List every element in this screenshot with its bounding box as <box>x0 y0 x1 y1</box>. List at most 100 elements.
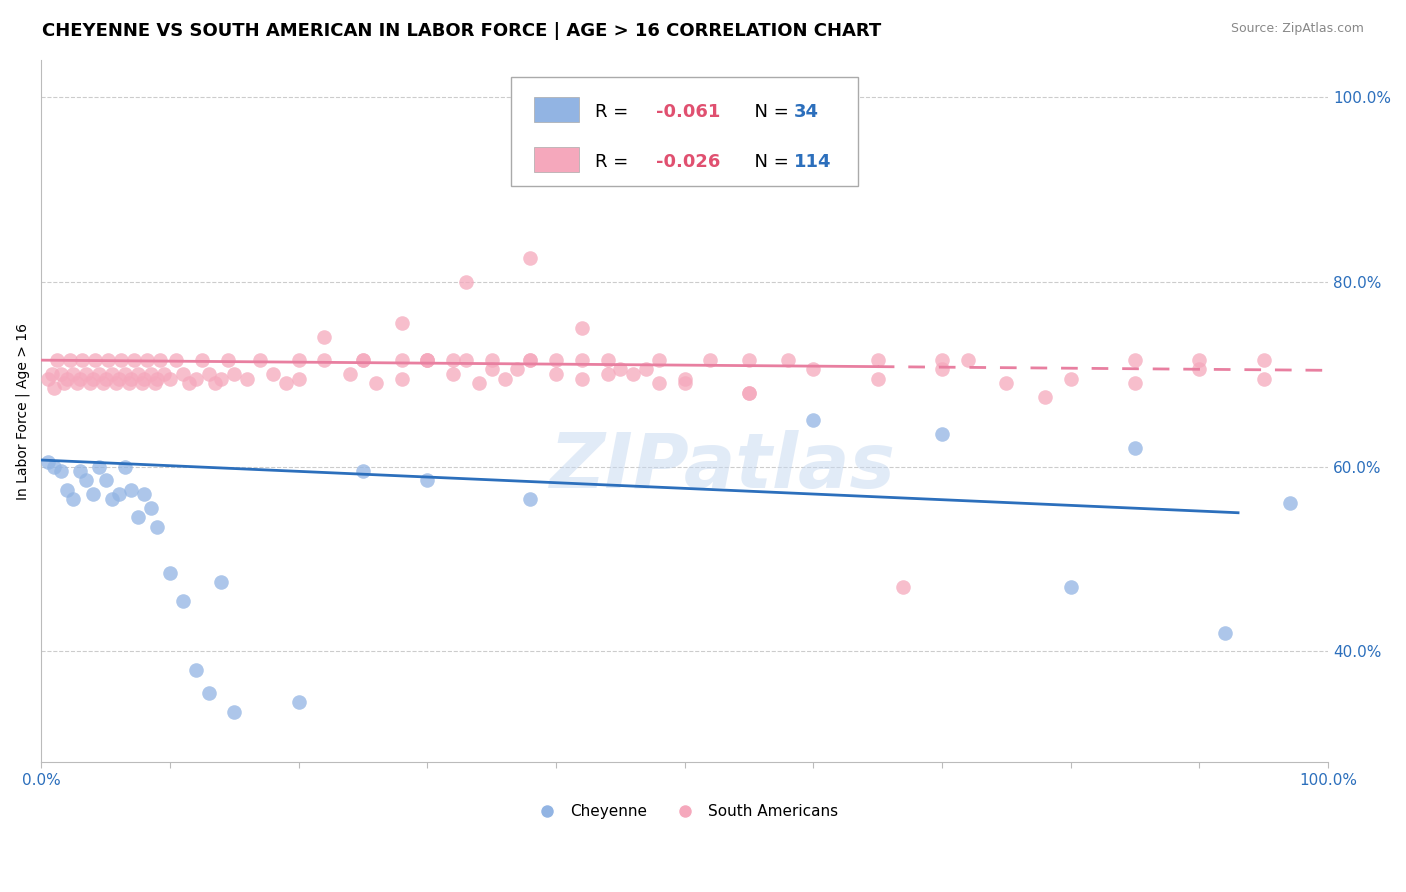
Text: 114: 114 <box>794 153 831 171</box>
Point <box>134 487 156 501</box>
Point <box>441 353 464 368</box>
Point <box>519 252 541 266</box>
FancyBboxPatch shape <box>510 78 859 186</box>
Point <box>738 353 761 368</box>
Point <box>468 376 491 391</box>
Point <box>179 376 201 391</box>
Point <box>287 353 309 368</box>
Point <box>69 464 91 478</box>
Point <box>139 501 162 516</box>
Point <box>82 487 104 501</box>
Point <box>197 686 219 700</box>
Point <box>139 367 162 381</box>
Point <box>274 376 297 391</box>
Point <box>149 353 172 368</box>
Point <box>72 353 94 368</box>
Point <box>481 353 503 368</box>
Point <box>159 566 181 580</box>
Point <box>262 367 284 381</box>
Point <box>454 353 477 368</box>
Point <box>236 371 259 385</box>
Point <box>1253 371 1275 385</box>
Text: R =: R = <box>595 103 634 121</box>
Point <box>211 371 233 385</box>
Point <box>127 367 149 381</box>
Text: N =: N = <box>742 153 794 171</box>
Point <box>1123 441 1146 455</box>
Point <box>184 371 207 385</box>
Point <box>146 371 169 385</box>
Point <box>1123 376 1146 391</box>
Point <box>66 376 89 391</box>
Point <box>1033 390 1056 404</box>
Point <box>416 353 439 368</box>
Point <box>59 353 82 368</box>
Point <box>120 371 142 385</box>
Point <box>118 376 141 391</box>
Point <box>104 376 127 391</box>
Text: N =: N = <box>742 103 794 121</box>
Point <box>249 353 271 368</box>
Point <box>519 353 541 368</box>
Text: Source: ZipAtlas.com: Source: ZipAtlas.com <box>1230 22 1364 36</box>
Point <box>120 483 142 497</box>
Text: CHEYENNE VS SOUTH AMERICAN IN LABOR FORCE | AGE > 16 CORRELATION CHART: CHEYENNE VS SOUTH AMERICAN IN LABOR FORC… <box>42 22 882 40</box>
Point <box>364 376 387 391</box>
Point <box>89 367 111 381</box>
Point <box>803 362 825 376</box>
Point <box>45 353 67 368</box>
Point <box>91 376 114 391</box>
Point <box>776 353 799 368</box>
Point <box>636 362 658 376</box>
Text: 34: 34 <box>794 103 820 121</box>
Point <box>699 353 721 368</box>
Point <box>621 367 644 381</box>
Point <box>931 362 953 376</box>
Point <box>738 385 761 400</box>
Point <box>494 371 516 385</box>
Point <box>204 376 226 391</box>
Point <box>596 367 619 381</box>
Point <box>544 353 567 368</box>
Point <box>416 353 439 368</box>
Point <box>89 459 111 474</box>
Text: -0.061: -0.061 <box>657 103 721 121</box>
Point <box>1213 626 1236 640</box>
Point <box>41 367 63 381</box>
Point <box>416 474 439 488</box>
Point <box>803 413 825 427</box>
FancyBboxPatch shape <box>534 97 579 122</box>
Point <box>1188 353 1211 368</box>
Point <box>159 371 181 385</box>
Point <box>519 491 541 506</box>
Point <box>738 385 761 400</box>
Point <box>995 376 1018 391</box>
Point <box>866 371 889 385</box>
Point <box>75 474 97 488</box>
Point <box>391 353 413 368</box>
Point <box>197 367 219 381</box>
Point <box>94 371 117 385</box>
Point <box>956 353 979 368</box>
FancyBboxPatch shape <box>534 147 579 172</box>
Point <box>571 371 593 385</box>
Point <box>544 367 567 381</box>
Point <box>1253 353 1275 368</box>
Point <box>571 353 593 368</box>
Point <box>648 353 671 368</box>
Point <box>1123 353 1146 368</box>
Point <box>596 353 619 368</box>
Point <box>352 353 374 368</box>
Point <box>79 376 101 391</box>
Point <box>131 376 153 391</box>
Point <box>1060 371 1083 385</box>
Text: R =: R = <box>595 153 634 171</box>
Point <box>127 510 149 524</box>
Text: -0.026: -0.026 <box>657 153 721 171</box>
Point <box>37 371 59 385</box>
Point <box>49 464 72 478</box>
Point <box>673 371 696 385</box>
Point <box>441 367 464 381</box>
Point <box>609 362 631 376</box>
Point <box>217 353 239 368</box>
